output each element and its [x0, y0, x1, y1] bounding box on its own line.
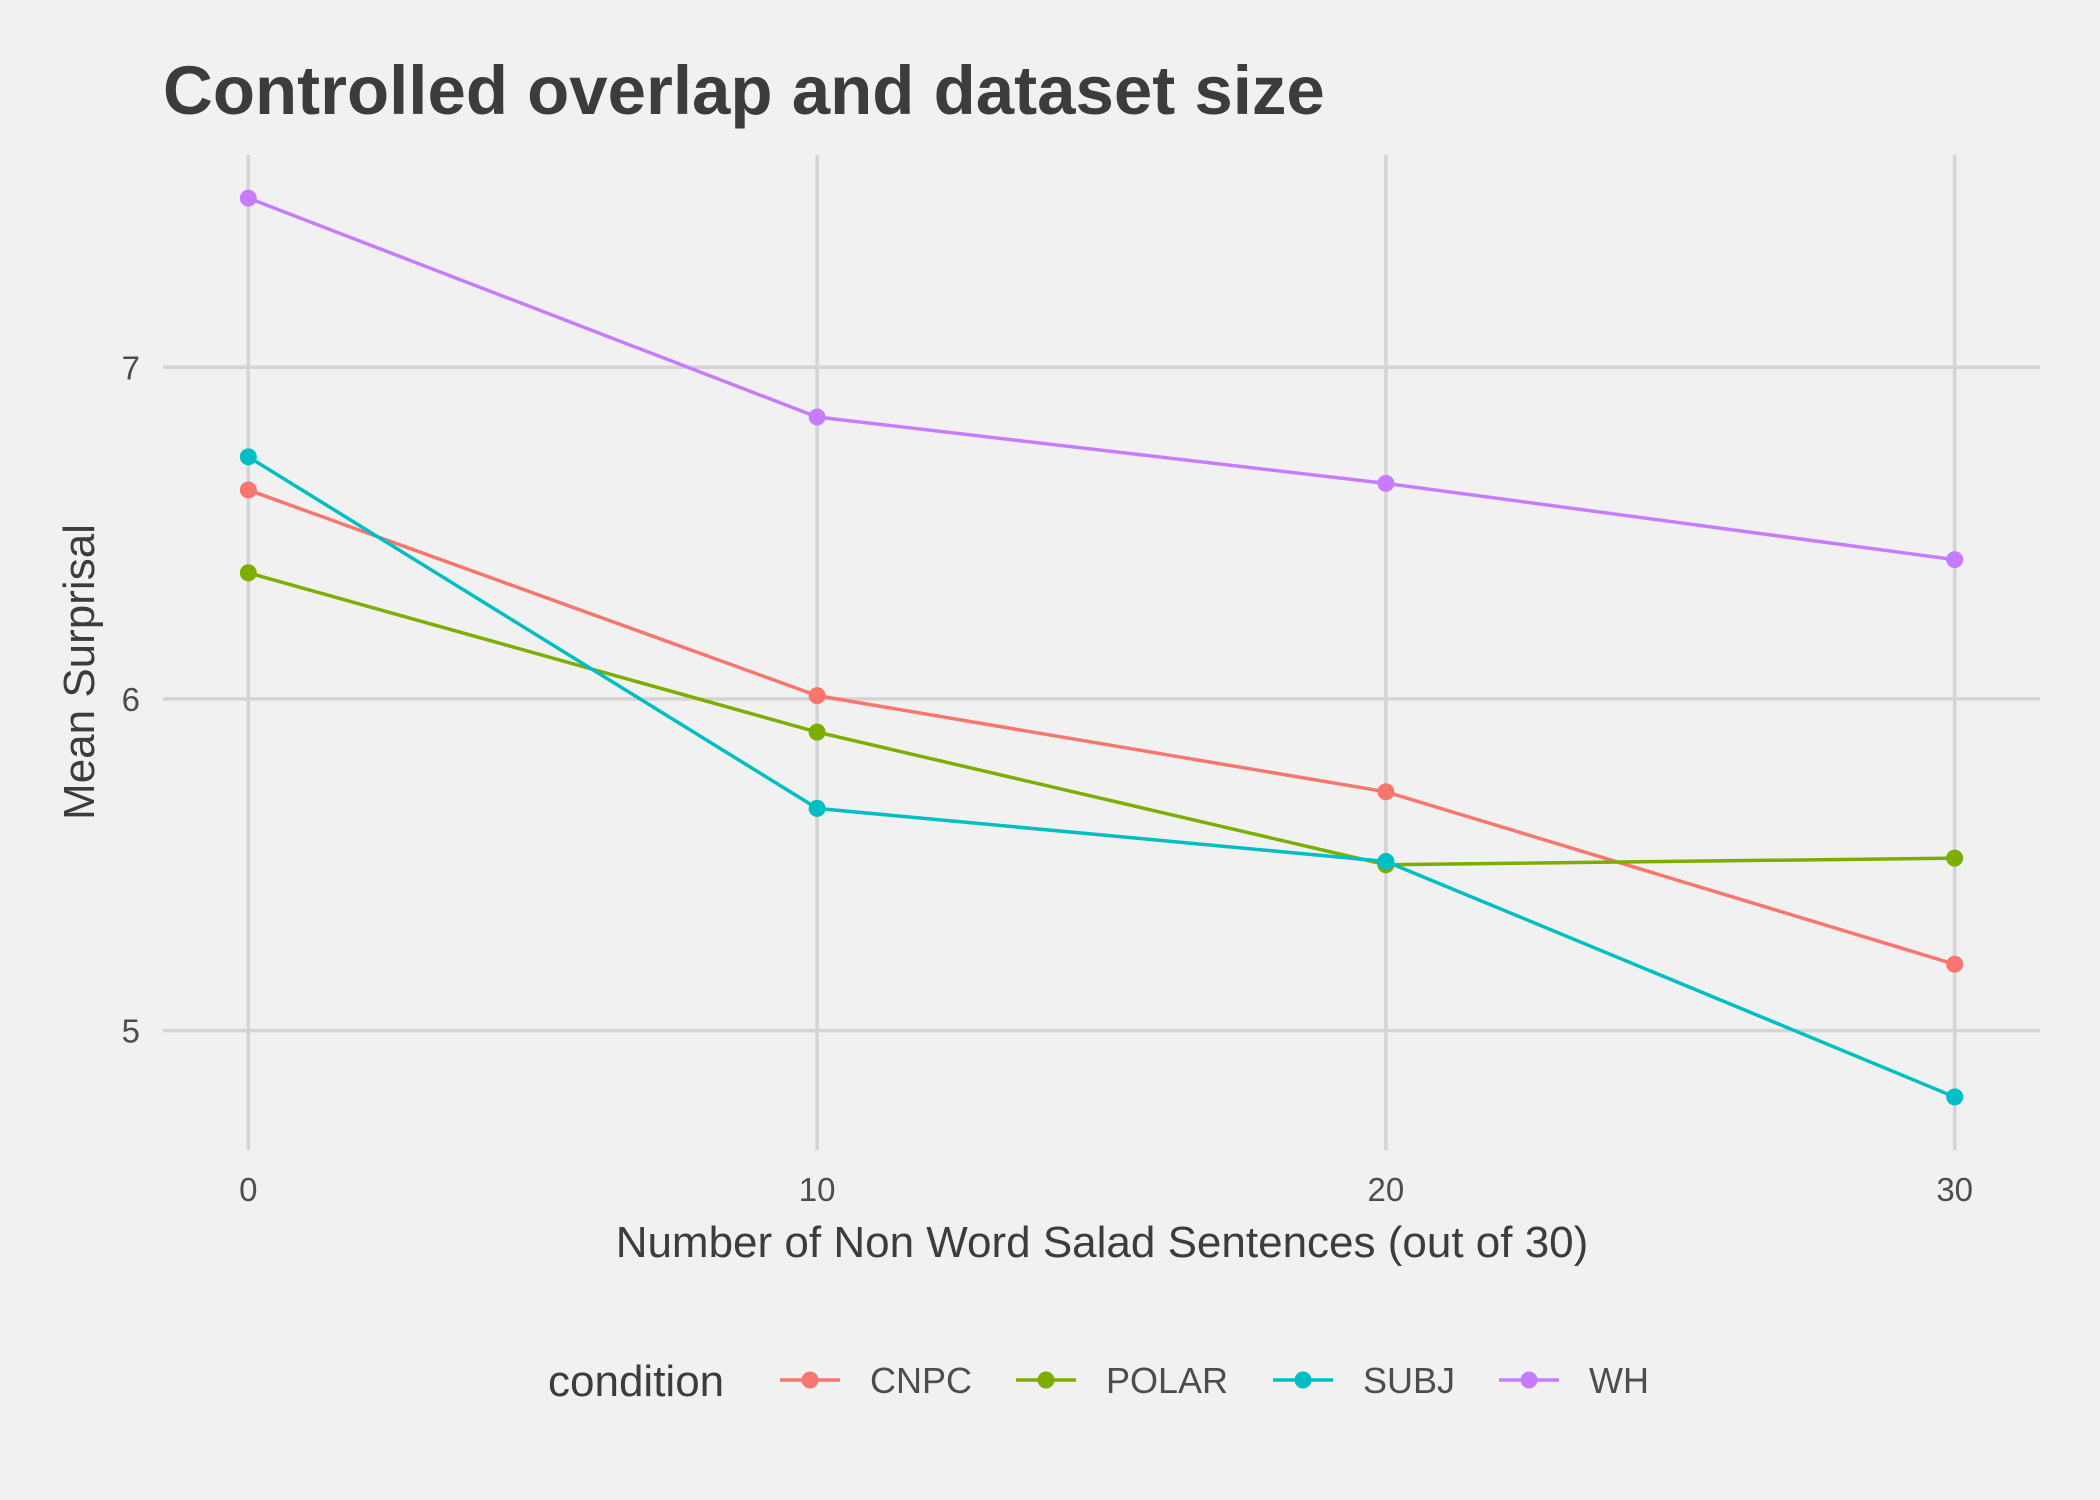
data-point-subj: [239, 448, 257, 466]
x-tick-label: 20: [1368, 1171, 1405, 1208]
data-point-wh: [1946, 551, 1964, 569]
y-tick-label: 6: [122, 681, 140, 718]
data-point-wh: [239, 189, 257, 207]
data-point-cnpc: [808, 687, 826, 705]
data-point-polar: [239, 564, 257, 582]
series-line-wh: [247, 196, 1955, 562]
y-tick-label: 5: [122, 1013, 140, 1050]
data-point-polar: [808, 723, 826, 741]
series-line-polar: [247, 571, 1955, 867]
series-line-subj: [247, 455, 1956, 1099]
x-tick-label: 0: [239, 1171, 257, 1208]
data-point-wh: [808, 408, 826, 426]
data-point-polar: [1946, 849, 1964, 867]
y-tick-label: 7: [122, 349, 140, 386]
x-tick-label: 30: [1936, 1171, 1973, 1208]
series-layer: [239, 189, 1964, 1106]
data-point-cnpc: [1377, 783, 1395, 801]
x-tick-label: 10: [799, 1171, 836, 1208]
data-point-subj: [808, 799, 826, 817]
legend-item-polar: POLAR: [1016, 1360, 1228, 1401]
series-polar: [239, 564, 1964, 874]
grid-lines: [163, 155, 2040, 1150]
y-axis-title: Mean Surprisal: [55, 524, 104, 820]
data-point-wh: [1377, 474, 1395, 492]
legend-label: SUBJ: [1363, 1360, 1455, 1401]
series-line-cnpc: [247, 488, 1956, 966]
legend-key-point: [1520, 1371, 1538, 1389]
data-point-cnpc: [1946, 955, 1964, 973]
data-point-cnpc: [239, 481, 257, 499]
x-axis-title: Number of Non Word Salad Sentences (out …: [616, 1218, 1589, 1267]
series-wh: [239, 189, 1964, 569]
data-point-subj: [1377, 852, 1395, 870]
legend-label: CNPC: [870, 1360, 972, 1401]
series-subj: [239, 448, 1964, 1106]
legend-key-point: [1037, 1371, 1055, 1389]
x-axis-ticks: 0 10 20 30: [239, 1171, 1973, 1208]
legend-item-wh: WH: [1499, 1360, 1649, 1401]
chart-title: Controlled overlap and dataset size: [163, 52, 1325, 129]
data-point-subj: [1946, 1088, 1964, 1106]
y-axis-ticks: 5 6 7: [122, 349, 140, 1049]
legend-item-cnpc: CNPC: [780, 1360, 972, 1401]
legend-item-subj: SUBJ: [1273, 1360, 1455, 1401]
legend-label: POLAR: [1106, 1360, 1228, 1401]
legend-title: condition: [548, 1357, 724, 1406]
legend: condition CNPC POLAR SUBJ WH: [548, 1357, 1649, 1406]
legend-key-point: [1294, 1371, 1312, 1389]
legend-key-point: [801, 1371, 819, 1389]
legend-label: WH: [1589, 1360, 1649, 1401]
series-cnpc: [239, 481, 1964, 973]
